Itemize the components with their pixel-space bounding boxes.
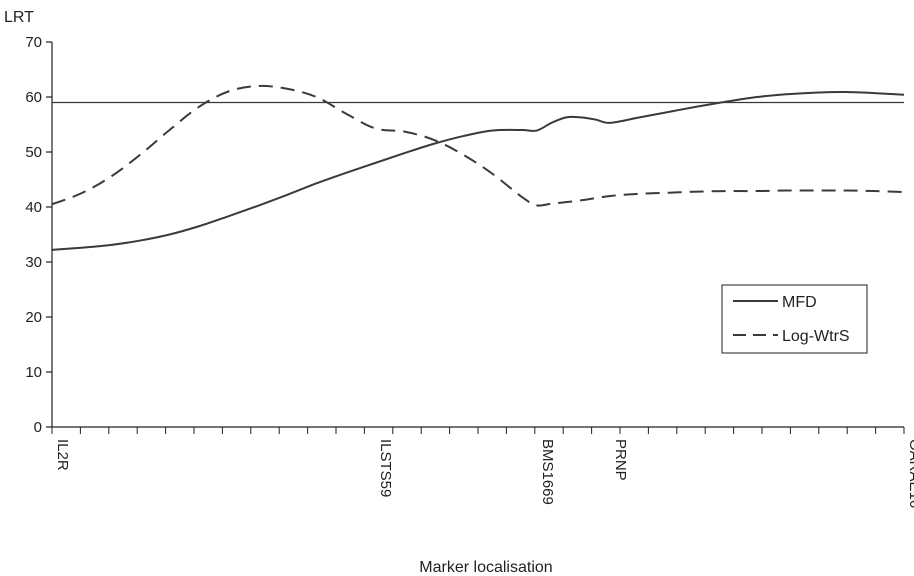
- x-marker-label-layer: IL2R ILSTS59 BMS1669 PRNP OARAE16: [54, 439, 914, 508]
- x-marker-label: OARAE16: [906, 439, 914, 508]
- legend-box: [721, 284, 868, 354]
- x-axis-title: Marker localisation: [419, 559, 552, 576]
- legend-label-mfd: MFD: [782, 294, 817, 311]
- x-marker-label: ILSTS59: [377, 439, 394, 497]
- series-line-log-wtrs: [51, 84, 905, 207]
- y-tick-layer: 0 10 20 30 40 50 60 70: [25, 34, 52, 436]
- series-layer: [51, 84, 905, 251]
- legend-items: MFD Log-WtrS: [733, 294, 850, 345]
- x-marker-label: PRNP: [612, 439, 629, 481]
- y-tick-label: 60: [25, 89, 42, 106]
- y-tick-label: 20: [25, 309, 42, 326]
- y-axis-title: LRT: [4, 9, 34, 26]
- y-tick-label: 70: [25, 34, 42, 51]
- y-tick-label: 30: [25, 254, 42, 271]
- x-tick-layer: [51, 427, 905, 434]
- legend-label-log-wtrs: Log-WtrS: [782, 328, 850, 345]
- y-tick-label: 50: [25, 144, 42, 161]
- legend: MFD Log-WtrS: [721, 284, 868, 354]
- axes-layer: [51, 42, 904, 428]
- y-tick-label: 40: [25, 199, 42, 216]
- x-marker-label: BMS1669: [539, 439, 556, 505]
- y-tick-label: 0: [34, 419, 42, 436]
- series-line-mfd: [51, 91, 905, 251]
- y-tick-label: 10: [25, 364, 42, 381]
- x-marker-label: IL2R: [54, 439, 71, 471]
